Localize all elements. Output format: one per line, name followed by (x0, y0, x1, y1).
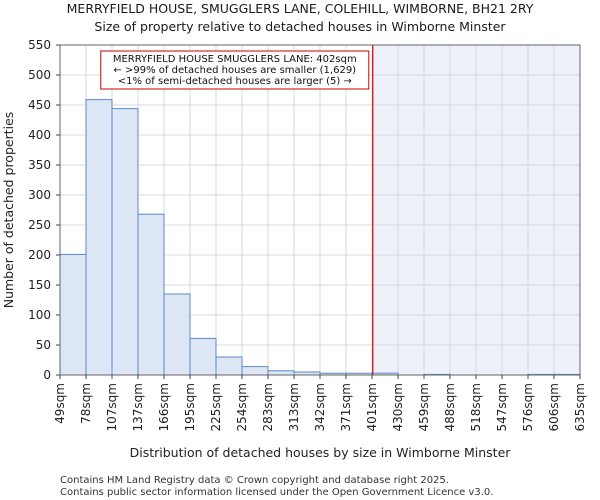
bar (137, 213, 165, 376)
x-tick-label: 195sqm (183, 383, 197, 431)
x-tick-label: 78sqm (79, 383, 93, 424)
bar (241, 366, 269, 376)
footer-line1: Contains HM Land Registry data © Crown c… (60, 475, 449, 486)
annotation-line3: <1% of semi-detached houses are larger (… (118, 76, 352, 87)
y-tick-label: 400 (28, 128, 51, 142)
annotation-line2: ← >99% of detached houses are smaller (1… (113, 65, 356, 76)
x-tick-label: 49sqm (53, 383, 67, 424)
bar (215, 356, 243, 376)
x-tick-label: 107sqm (105, 383, 119, 431)
y-tick-label: 250 (28, 218, 51, 232)
y-tick-label: 500 (28, 68, 51, 82)
marker-annotation: MERRYFIELD HOUSE SMUGGLERS LANE: 402sqm … (100, 50, 370, 90)
bar (85, 99, 113, 376)
bar (111, 108, 139, 376)
bar (163, 293, 191, 376)
x-tick-label: 225sqm (209, 383, 223, 431)
x-tick-label: 459sqm (417, 383, 431, 431)
x-tick-label: 547sqm (495, 383, 509, 431)
x-tick-label: 606sqm (547, 383, 561, 431)
annotation-line1: MERRYFIELD HOUSE SMUGGLERS LANE: 402sqm (113, 54, 357, 65)
y-tick-label: 150 (28, 278, 51, 292)
footer-line2: Contains public sector information licen… (60, 487, 493, 498)
x-tick-label: 371sqm (339, 383, 353, 431)
x-tick-label: 401sqm (365, 383, 379, 431)
y-tick-label: 0 (43, 368, 51, 382)
annotation-box (100, 50, 370, 90)
x-axis-label: Distribution of detached houses by size … (130, 445, 512, 460)
x-tick-label: 518sqm (469, 383, 483, 431)
x-tick-label: 137sqm (131, 383, 145, 431)
x-tick-label: 166sqm (157, 383, 171, 431)
bars (59, 99, 581, 376)
y-tick-label: 300 (28, 188, 51, 202)
x-tick-label: 283sqm (261, 383, 275, 431)
chart-title-line1: MERRYFIELD HOUSE, SMUGGLERS LANE, COLEHI… (67, 1, 534, 16)
x-tick-label: 342sqm (313, 383, 327, 431)
y-axis-ticks: 0 50 100 150 200 250 300 350 400 450 500 550 (28, 38, 60, 382)
bar (267, 370, 295, 376)
x-tick-label: 488sqm (443, 383, 457, 431)
y-tick-label: 200 (28, 248, 51, 262)
x-tick-label: 430sqm (391, 383, 405, 431)
x-tick-label: 576sqm (521, 383, 535, 431)
y-tick-label: 50 (36, 338, 51, 352)
bar (59, 253, 87, 376)
y-axis-label: Number of detached properties (1, 112, 16, 309)
x-tick-label: 313sqm (287, 383, 301, 431)
y-tick-label: 350 (28, 158, 51, 172)
bar (189, 337, 217, 376)
x-axis-ticks: 49sqm 78sqm 107sqm 137sqm 166sqm 195sqm 225sqm… (53, 375, 587, 431)
x-tick-label: 635sqm (573, 383, 587, 431)
chart-title-line2: Size of property relative to detached ho… (94, 19, 506, 34)
y-tick-label: 550 (28, 38, 51, 52)
y-tick-label: 100 (28, 308, 51, 322)
y-tick-label: 450 (28, 98, 51, 112)
x-tick-label: 254sqm (235, 383, 249, 431)
